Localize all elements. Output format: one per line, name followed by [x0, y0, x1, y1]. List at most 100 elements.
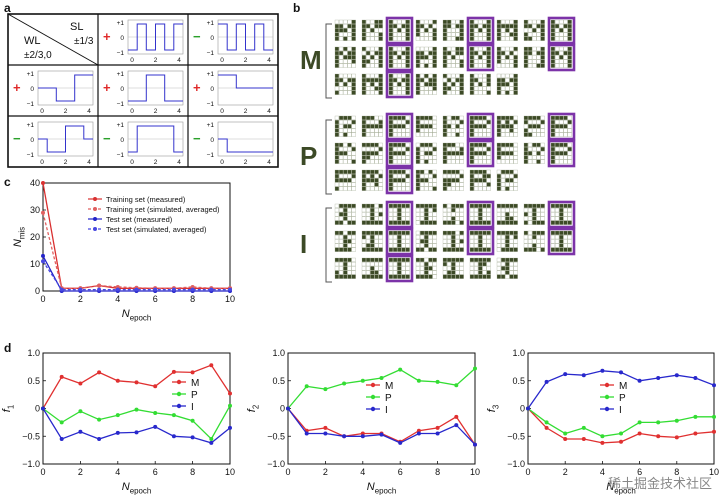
panel-b-pixel — [339, 266, 344, 271]
panel-b-pixel — [393, 216, 398, 221]
panel-b-pixel — [351, 120, 356, 125]
chart-d2-point — [435, 425, 440, 430]
panel-b-pixel — [428, 73, 433, 78]
panel-b-pixel — [486, 124, 491, 129]
panel-b-pixel — [536, 159, 541, 164]
panel-b-pixel — [393, 82, 398, 87]
panel-b-pixel — [339, 257, 344, 262]
panel-b-pixel — [474, 235, 479, 240]
panel-b-pixel — [420, 220, 425, 225]
panel-b-pixel — [523, 32, 528, 37]
panel-b-pixel — [347, 159, 352, 164]
panel-b-pixel — [424, 63, 429, 68]
panel-a-tick-zero: 0 — [30, 137, 34, 144]
panel-b-pixel — [505, 24, 510, 29]
panel-b-pixel — [420, 147, 425, 152]
panel-b-pixel — [339, 128, 344, 133]
chart-c-legend-label: Test set (simulated, averaged) — [106, 225, 207, 234]
panel-b-pixel — [536, 212, 541, 217]
panel-b-pixel — [374, 155, 379, 160]
panel-b-pixel — [370, 115, 375, 120]
panel-b-pixel — [482, 178, 487, 183]
panel-b-pixel — [528, 155, 533, 160]
panel-b-pixel — [509, 147, 514, 152]
panel-b-pixel — [415, 169, 420, 174]
panel-b-pixel — [347, 124, 352, 129]
chart-c-point — [97, 287, 102, 292]
panel-b-pixel — [523, 203, 528, 208]
chart-c-ylabel: Nmis — [12, 227, 26, 247]
panel-b-pixel — [509, 132, 514, 137]
panel-b-pixel — [513, 216, 518, 221]
panel-b-pixel — [393, 239, 398, 244]
panel-b-pixel — [388, 90, 393, 95]
panel-b-pixel — [378, 216, 383, 221]
panel-b-pixel — [501, 32, 506, 37]
panel-b-pixel — [482, 220, 487, 225]
panel-b-pixel — [540, 155, 545, 160]
panel-b-pixel — [528, 239, 533, 244]
panel-b-pixel — [401, 220, 406, 225]
panel-b-pixel — [482, 73, 487, 78]
panel-b-pixel — [361, 51, 366, 56]
panel-b-pixel — [555, 220, 560, 225]
panel-b-pixel — [378, 247, 383, 252]
panel-b-pixel — [334, 36, 339, 41]
panel-b-pixel — [469, 235, 474, 240]
panel-b-pixel — [420, 262, 425, 267]
panel-b-pixel — [397, 82, 402, 87]
panel-b-pixel — [334, 266, 339, 271]
panel-b-pixel — [496, 36, 501, 41]
panel-b-pixel — [451, 82, 456, 87]
panel-b-pixel — [501, 82, 506, 87]
panel-b-pixel — [393, 235, 398, 240]
panel-b-pixel — [347, 216, 352, 221]
panel-b-pixel — [366, 36, 371, 41]
panel-b-pixel — [486, 86, 491, 91]
panel-a-tick-minus1: −1 — [117, 152, 125, 159]
panel-b-pixel — [550, 208, 555, 213]
panel-b-pixel — [388, 86, 393, 91]
chart-c-point — [171, 287, 176, 292]
panel-b-pixel — [361, 90, 366, 95]
panel-b-pixel — [550, 32, 555, 37]
panel-b-pixel — [563, 55, 568, 60]
panel-b-pixel — [532, 120, 537, 125]
chart-d3-point — [656, 375, 661, 380]
panel-b-pixel — [478, 36, 483, 41]
panel-b-pixel — [505, 212, 510, 217]
panel-b-pixel — [370, 147, 375, 152]
chart-c-y-tick-label: 20 — [30, 232, 40, 242]
panel-b-pixel — [405, 186, 410, 191]
panel-b-pixel — [347, 270, 352, 275]
panel-b-pixel — [528, 235, 533, 240]
panel-b-pixel — [567, 142, 572, 147]
panel-b-pixel — [339, 178, 344, 183]
panel-b-pixel — [482, 51, 487, 56]
panel-b-pixel — [532, 32, 537, 37]
panel-b-pixel — [343, 257, 348, 262]
panel-b-pixel — [420, 55, 425, 60]
panel-b-pixel — [496, 266, 501, 271]
panel-b-pixel — [486, 78, 491, 83]
panel-b-pixel — [478, 270, 483, 275]
panel-b-pixel — [540, 203, 545, 208]
panel-b-pixel — [397, 270, 402, 275]
panel-b-pixel — [451, 78, 456, 83]
panel-b-pixel — [378, 115, 383, 120]
panel-b-pixel — [509, 86, 514, 91]
chart-d2-xlabel: Nepoch — [367, 481, 397, 495]
panel-b-pixel — [469, 73, 474, 78]
panel-b-pixel — [424, 128, 429, 133]
panel-b-pixel — [559, 208, 564, 213]
panel-b-pixel — [505, 78, 510, 83]
panel-b-pixel — [455, 270, 460, 275]
panel-a-tick-zero: 0 — [210, 35, 214, 42]
panel-b-pixel — [455, 235, 460, 240]
panel-b-pixel — [432, 155, 437, 160]
chart-d2-series-p — [287, 368, 476, 409]
chart-d2-point — [416, 428, 421, 433]
panel-b-pixel — [455, 59, 460, 64]
panel-b-pixel — [343, 36, 348, 41]
